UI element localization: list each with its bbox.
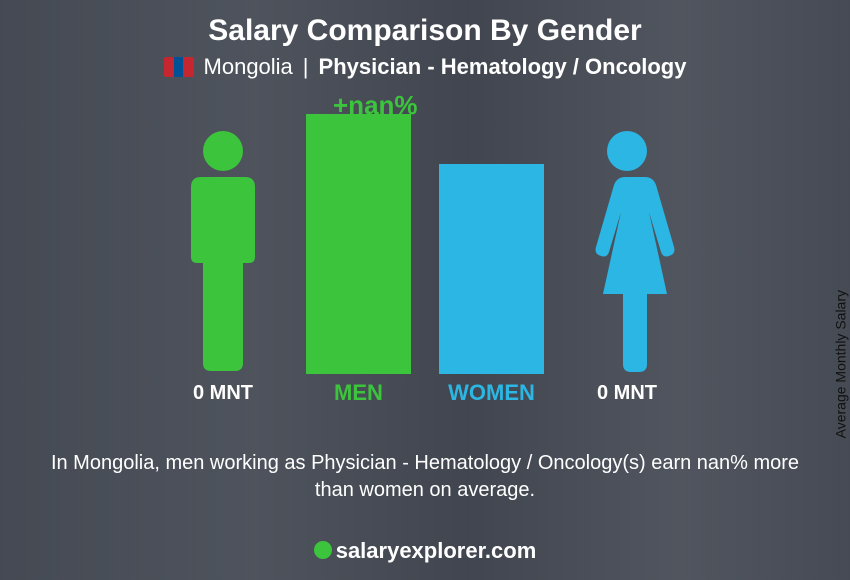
mongolia-flag-icon — [164, 57, 194, 77]
country-label: Mongolia — [204, 54, 293, 80]
separator: | — [303, 54, 309, 80]
y-axis-label: Average Monthly Salary — [832, 290, 848, 438]
man-icon — [173, 129, 273, 374]
men-bar — [306, 114, 411, 374]
men-value: 0 MNT — [168, 382, 278, 405]
label-row: 0 MNT MEN WOMEN 0 MNT — [0, 380, 850, 406]
page-title: Salary Comparison By Gender — [0, 14, 850, 48]
women-value: 0 MNT — [572, 382, 682, 405]
subtitle: Mongolia | Physician - Hematology / Onco… — [0, 54, 850, 80]
description-text: In Mongolia, men working as Physician - … — [50, 450, 800, 504]
header: Salary Comparison By Gender Mongolia | P… — [0, 0, 850, 80]
women-bar — [439, 164, 544, 374]
chart-row — [0, 94, 850, 374]
women-label: WOMEN — [439, 380, 544, 406]
footer-dot-icon — [314, 541, 332, 559]
footer: salaryexplorer.com — [0, 538, 850, 564]
men-label: MEN — [306, 380, 411, 406]
salary-chart: +nan% 0 MNT MEN WOMEN 0 MNT — [0, 94, 850, 434]
woman-icon — [577, 129, 677, 374]
women-icon-col — [572, 129, 682, 374]
men-icon-col — [168, 129, 278, 374]
footer-site: salaryexplorer.com — [336, 538, 537, 563]
job-label: Physician - Hematology / Oncology — [319, 54, 687, 80]
